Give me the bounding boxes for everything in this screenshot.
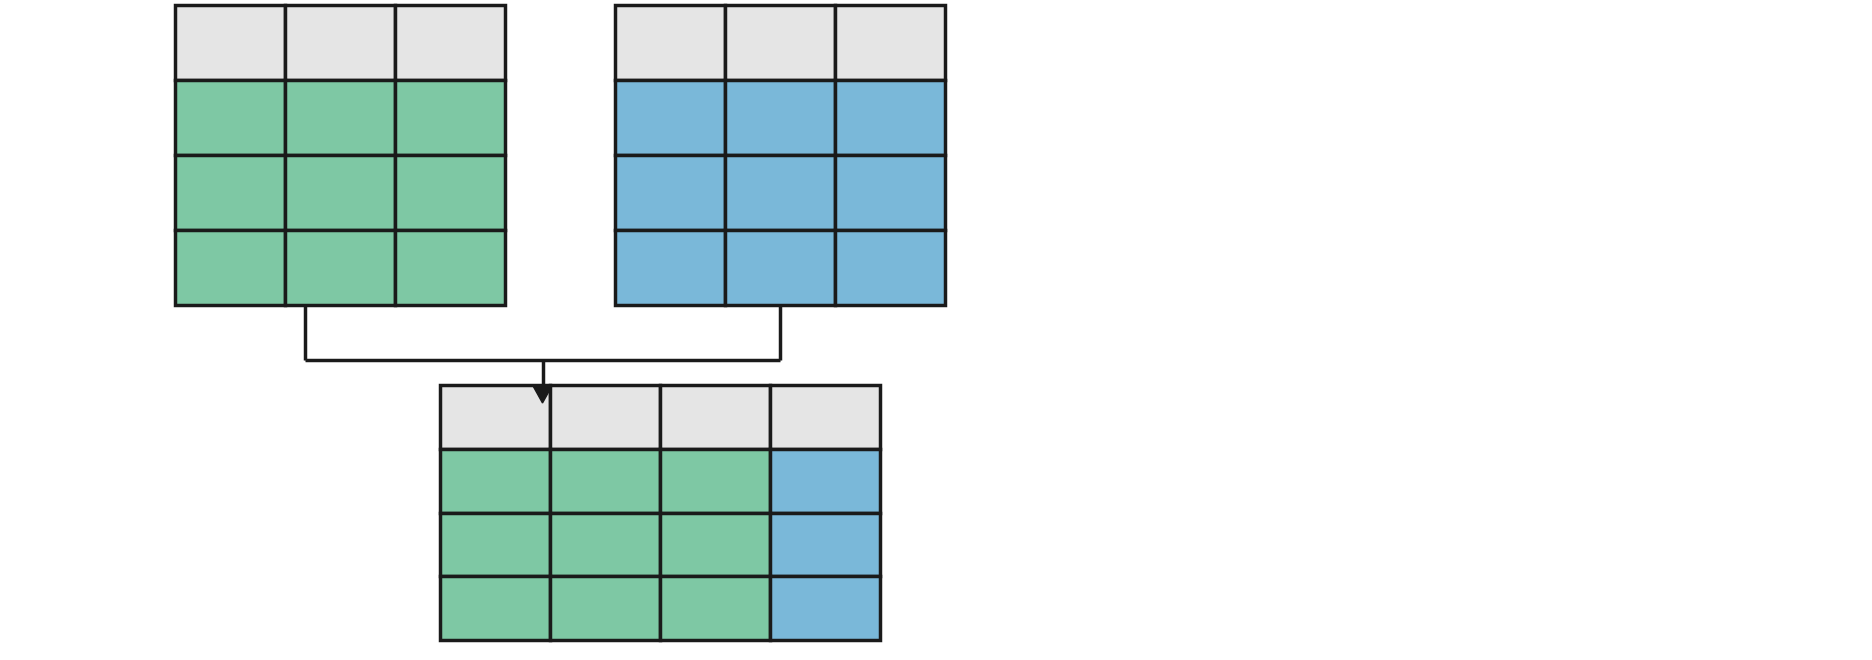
Bar	[661, 385, 769, 449]
Bar	[285, 155, 395, 230]
Bar	[724, 80, 835, 155]
Bar	[395, 155, 505, 230]
Bar	[616, 80, 724, 155]
Bar	[285, 230, 395, 305]
Bar	[835, 5, 945, 80]
Bar	[661, 513, 769, 576]
Bar	[550, 385, 661, 449]
Bar	[616, 155, 724, 230]
Bar	[724, 155, 835, 230]
Bar	[174, 80, 285, 155]
Polygon shape	[532, 385, 552, 403]
Bar	[440, 449, 550, 513]
Bar	[395, 5, 505, 80]
Bar	[285, 80, 395, 155]
Bar	[285, 5, 395, 80]
Bar	[724, 5, 835, 80]
Bar	[440, 576, 550, 640]
Bar	[769, 513, 880, 576]
Bar	[174, 5, 285, 80]
Bar	[835, 230, 945, 305]
Bar	[550, 576, 661, 640]
Bar	[440, 513, 550, 576]
Bar	[395, 80, 505, 155]
Bar	[616, 5, 724, 80]
Bar	[769, 576, 880, 640]
Bar	[835, 155, 945, 230]
Bar	[835, 80, 945, 155]
Bar	[769, 449, 880, 513]
Bar	[550, 449, 661, 513]
Bar	[440, 385, 550, 449]
Bar	[550, 513, 661, 576]
Bar	[395, 230, 505, 305]
Bar	[724, 230, 835, 305]
Bar	[661, 576, 769, 640]
Bar	[174, 230, 285, 305]
Bar	[661, 449, 769, 513]
Bar	[174, 155, 285, 230]
Bar	[616, 230, 724, 305]
Bar	[769, 385, 880, 449]
